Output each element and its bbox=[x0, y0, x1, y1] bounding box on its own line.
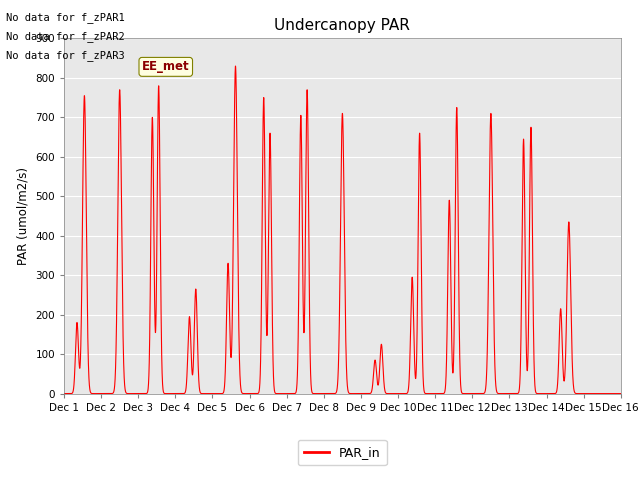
Y-axis label: PAR (umol/m2/s): PAR (umol/m2/s) bbox=[17, 167, 30, 265]
Text: No data for f_zPAR1: No data for f_zPAR1 bbox=[6, 12, 125, 23]
Text: EE_met: EE_met bbox=[142, 60, 189, 73]
Legend: PAR_in: PAR_in bbox=[298, 440, 387, 466]
Text: No data for f_zPAR2: No data for f_zPAR2 bbox=[6, 31, 125, 42]
Title: Undercanopy PAR: Undercanopy PAR bbox=[275, 18, 410, 33]
Text: No data for f_zPAR3: No data for f_zPAR3 bbox=[6, 50, 125, 61]
